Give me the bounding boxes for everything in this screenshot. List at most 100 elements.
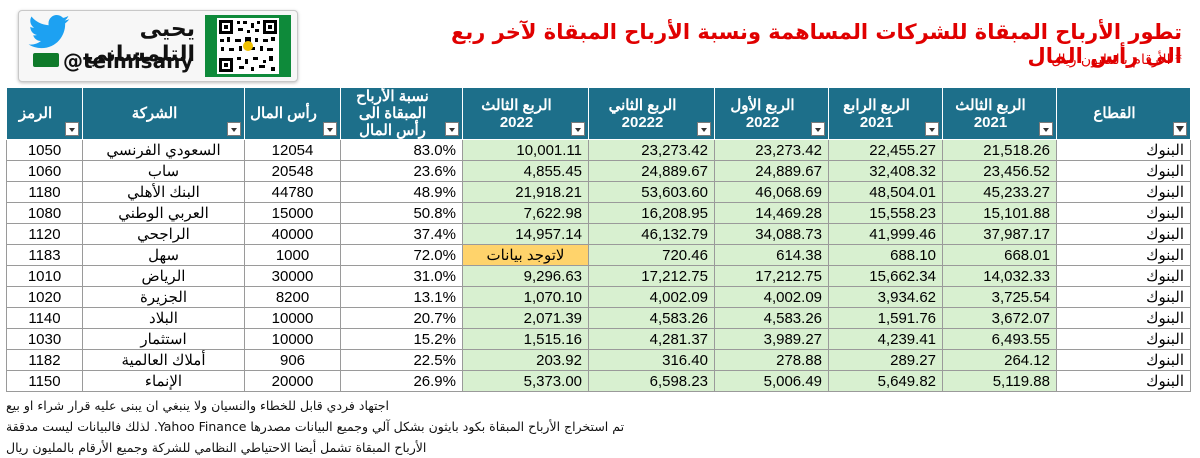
cell-q1-2022[interactable]: 46,068.69 [714, 181, 829, 203]
cell-ratio[interactable]: 72.0% [340, 244, 463, 266]
cell-symbol[interactable]: 1020 [6, 286, 83, 308]
cell-sector[interactable]: البنوك [1056, 286, 1191, 308]
cell-ratio[interactable]: 83.0% [340, 139, 463, 161]
cell-q3-2021[interactable]: 21,518.26 [942, 139, 1057, 161]
cell-ratio[interactable]: 37.4% [340, 223, 463, 245]
filter-dropdown-icon[interactable] [697, 122, 711, 136]
cell-q4-2021[interactable]: 32,408.32 [828, 160, 943, 182]
cell-sector[interactable]: البنوك [1056, 181, 1191, 203]
cell-company[interactable]: ساب [82, 160, 245, 182]
cell-capital[interactable]: 10000 [244, 307, 341, 329]
cell-sector[interactable]: البنوك [1056, 139, 1191, 161]
cell-q4-2021[interactable]: 3,934.62 [828, 286, 943, 308]
cell-capital[interactable]: 12054 [244, 139, 341, 161]
cell-q3-2022[interactable]: 4,855.45 [462, 160, 589, 182]
cell-q4-2021[interactable]: 5,649.82 [828, 370, 943, 392]
cell-q3-2022[interactable]: 21,918.21 [462, 181, 589, 203]
cell-ratio[interactable]: 26.9% [340, 370, 463, 392]
cell-ratio[interactable]: 15.2% [340, 328, 463, 350]
filter-dropdown-icon[interactable] [925, 122, 939, 136]
cell-q3-2021[interactable]: 5,119.88 [942, 370, 1057, 392]
cell-company[interactable]: البلاد [82, 307, 245, 329]
cell-q1-2022[interactable]: 34,088.73 [714, 223, 829, 245]
cell-q3-2022[interactable]: 2,071.39 [462, 307, 589, 329]
cell-symbol[interactable]: 1180 [6, 181, 83, 203]
cell-symbol[interactable]: 1010 [6, 265, 83, 287]
cell-q2-2022[interactable]: 17,212.75 [588, 265, 715, 287]
cell-q1-2022[interactable]: 23,273.42 [714, 139, 829, 161]
cell-q4-2021[interactable]: 688.10 [828, 244, 943, 266]
cell-ratio[interactable]: 48.9% [340, 181, 463, 203]
cell-q3-2021[interactable]: 37,987.17 [942, 223, 1057, 245]
cell-company[interactable]: السعودي الفرنسي [82, 139, 245, 161]
cell-capital[interactable]: 30000 [244, 265, 341, 287]
cell-sector[interactable]: البنوك [1056, 223, 1191, 245]
cell-sector[interactable]: البنوك [1056, 349, 1191, 371]
filter-dropdown-icon[interactable] [1039, 122, 1053, 136]
cell-ratio[interactable]: 22.5% [340, 349, 463, 371]
cell-q3-2022[interactable]: 10,001.11 [462, 139, 589, 161]
cell-sector[interactable]: البنوك [1056, 202, 1191, 224]
cell-q4-2021[interactable]: 289.27 [828, 349, 943, 371]
cell-company[interactable]: استثمار [82, 328, 245, 350]
cell-q2-2022[interactable]: 4,281.37 [588, 328, 715, 350]
cell-company[interactable]: الراجحي [82, 223, 245, 245]
filter-dropdown-icon[interactable] [571, 122, 585, 136]
cell-q3-2022[interactable]: 9,296.63 [462, 265, 589, 287]
cell-q3-2022[interactable]: لاتوجد بيانات [462, 244, 589, 266]
cell-sector[interactable]: البنوك [1056, 265, 1191, 287]
cell-q1-2022[interactable]: 614.38 [714, 244, 829, 266]
cell-symbol[interactable]: 1120 [6, 223, 83, 245]
cell-q3-2021[interactable]: 6,493.55 [942, 328, 1057, 350]
cell-q4-2021[interactable]: 1,591.76 [828, 307, 943, 329]
filter-dropdown-icon[interactable] [227, 122, 241, 136]
cell-q3-2021[interactable]: 14,032.33 [942, 265, 1057, 287]
cell-company[interactable]: البنك الأهلي [82, 181, 245, 203]
cell-q3-2022[interactable]: 5,373.00 [462, 370, 589, 392]
cell-sector[interactable]: البنوك [1056, 370, 1191, 392]
cell-capital[interactable]: 906 [244, 349, 341, 371]
cell-capital[interactable]: 10000 [244, 328, 341, 350]
filter-dropdown-icon[interactable] [65, 122, 79, 136]
cell-q1-2022[interactable]: 17,212.75 [714, 265, 829, 287]
filter-dropdown-icon[interactable] [811, 122, 825, 136]
cell-sector[interactable]: البنوك [1056, 307, 1191, 329]
cell-q3-2021[interactable]: 3,672.07 [942, 307, 1057, 329]
cell-company[interactable]: العربي الوطني [82, 202, 245, 224]
cell-q2-2022[interactable]: 720.46 [588, 244, 715, 266]
cell-symbol[interactable]: 1060 [6, 160, 83, 182]
cell-q2-2022[interactable]: 316.40 [588, 349, 715, 371]
cell-symbol[interactable]: 1140 [6, 307, 83, 329]
cell-q3-2022[interactable]: 14,957.14 [462, 223, 589, 245]
cell-q4-2021[interactable]: 48,504.01 [828, 181, 943, 203]
cell-q3-2021[interactable]: 668.01 [942, 244, 1057, 266]
cell-q3-2022[interactable]: 1,515.16 [462, 328, 589, 350]
cell-sector[interactable]: البنوك [1056, 244, 1191, 266]
cell-q4-2021[interactable]: 22,455.27 [828, 139, 943, 161]
cell-symbol[interactable]: 1080 [6, 202, 83, 224]
cell-symbol[interactable]: 1050 [6, 139, 83, 161]
cell-q3-2022[interactable]: 203.92 [462, 349, 589, 371]
cell-q1-2022[interactable]: 14,469.28 [714, 202, 829, 224]
cell-company[interactable]: سهل [82, 244, 245, 266]
cell-capital[interactable]: 1000 [244, 244, 341, 266]
cell-company[interactable]: الجزيرة [82, 286, 245, 308]
cell-sector[interactable]: البنوك [1056, 328, 1191, 350]
cell-ratio[interactable]: 13.1% [340, 286, 463, 308]
cell-q4-2021[interactable]: 15,558.23 [828, 202, 943, 224]
cell-capital[interactable]: 44780 [244, 181, 341, 203]
cell-company[interactable]: الإنماء [82, 370, 245, 392]
cell-q3-2021[interactable]: 15,101.88 [942, 202, 1057, 224]
cell-q2-2022[interactable]: 16,208.95 [588, 202, 715, 224]
cell-q3-2021[interactable]: 45,233.27 [942, 181, 1057, 203]
cell-company[interactable]: الرياض [82, 265, 245, 287]
cell-ratio[interactable]: 20.7% [340, 307, 463, 329]
cell-q3-2022[interactable]: 7,622.98 [462, 202, 589, 224]
cell-capital[interactable]: 40000 [244, 223, 341, 245]
cell-symbol[interactable]: 1183 [6, 244, 83, 266]
cell-q2-2022[interactable]: 4,002.09 [588, 286, 715, 308]
cell-q2-2022[interactable]: 46,132.79 [588, 223, 715, 245]
filter-dropdown-icon[interactable] [323, 122, 337, 136]
cell-q1-2022[interactable]: 24,889.67 [714, 160, 829, 182]
cell-symbol[interactable]: 1182 [6, 349, 83, 371]
